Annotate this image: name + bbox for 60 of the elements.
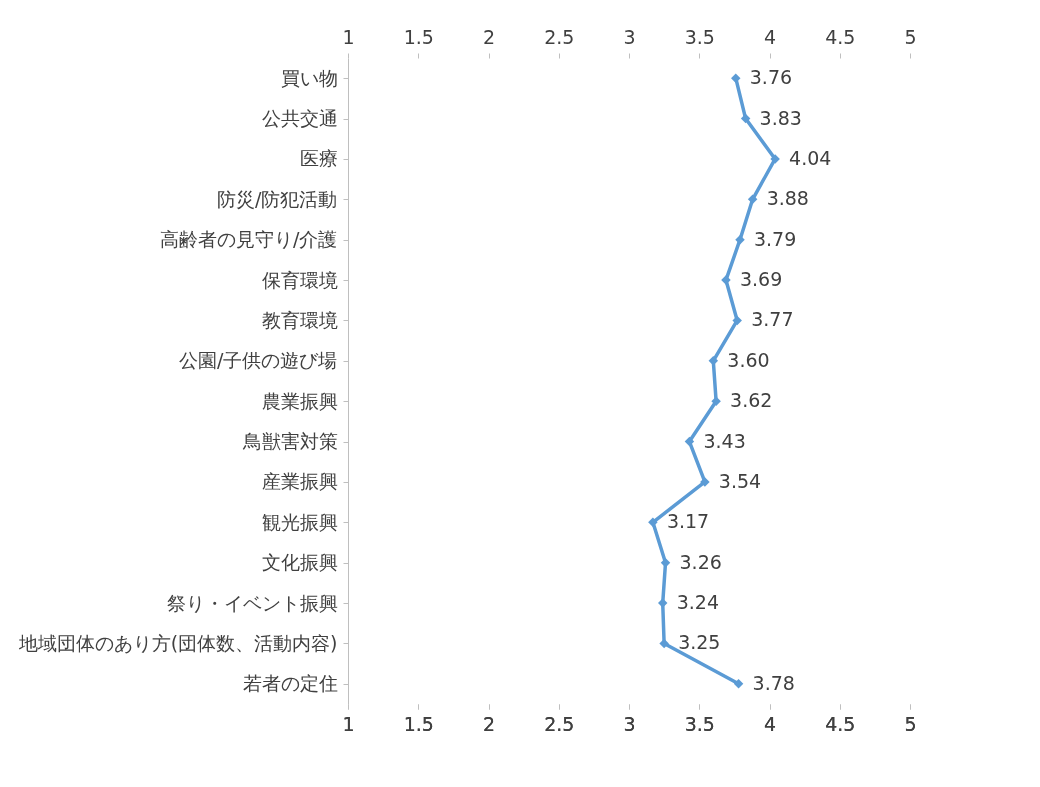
point <box>657 598 668 608</box>
data-label: 3.43 <box>703 429 746 452</box>
x-tick-label: 3.5 <box>684 712 715 735</box>
data-label: 3.76 <box>749 66 793 89</box>
point <box>732 315 742 326</box>
y-tick-label: 高齢者の見守り/介護 <box>160 228 338 251</box>
x-tick-label: 2 <box>482 712 496 735</box>
x-tick-label: 5 <box>904 712 917 735</box>
x2-tick-label: 1.5 <box>403 25 434 48</box>
data-label: 3.62 <box>730 389 773 412</box>
point <box>733 679 744 689</box>
y-tick-label: 文化振興 <box>261 551 338 574</box>
x2-tick-label: 4 <box>763 25 777 48</box>
data-label: 3.26 <box>679 550 722 573</box>
x2-tick-label: 1 <box>342 25 355 48</box>
y-tick-label: 公園/子供の遊び場 <box>179 349 338 372</box>
y-tick-label: 医療 <box>299 147 338 170</box>
y-tick-label: 観光振興 <box>261 510 338 533</box>
x2-tick-label: 3 <box>623 25 636 48</box>
x2-tick-label: 5 <box>904 25 917 48</box>
y-tick-label: 公共交通 <box>261 107 338 130</box>
data-label: 3.83 <box>759 106 802 129</box>
data-label: 3.77 <box>751 308 794 331</box>
data-label: 3.24 <box>676 591 720 614</box>
data-label: 3.69 <box>739 268 783 291</box>
y-tick-label: 防災/防犯活動 <box>217 187 338 210</box>
y-tick-label: 買い物 <box>280 66 338 89</box>
data-label: 3.17 <box>666 510 710 533</box>
point <box>747 194 758 205</box>
x2-tick-label: 2 <box>482 25 496 48</box>
x2-tick-label: 4.5 <box>825 25 856 48</box>
point <box>648 517 658 528</box>
data-label: 4.04 <box>789 146 832 169</box>
y-tick-label: 教育環境 <box>261 308 338 331</box>
data-label: 3.88 <box>766 187 809 210</box>
point <box>731 73 741 83</box>
y-tick-label: 鳥獣害対策 <box>241 430 338 453</box>
x-tick-label: 3 <box>623 712 636 735</box>
x-tick-label: 4.5 <box>825 712 856 735</box>
x2-tick-label: 2.5 <box>544 25 575 48</box>
point <box>711 396 721 406</box>
x-tick-label: 2.5 <box>544 712 575 735</box>
data-label: 3.25 <box>678 631 721 654</box>
y-tick-label: 産業振興 <box>261 470 338 493</box>
data-label: 3.78 <box>752 671 795 694</box>
x-tick-label: 1.5 <box>403 712 434 735</box>
y-tick-label: 祭り・イベント振興 <box>166 591 338 614</box>
y-tick-label: 農業振興 <box>261 389 338 412</box>
data-label: 3.60 <box>727 348 770 371</box>
x-tick-label: 4 <box>763 712 777 735</box>
y-tick-label: 地域団体のあり方(団体数、活動内容) <box>17 631 338 654</box>
point <box>684 436 695 447</box>
y-tick-label: 保育環境 <box>261 268 338 291</box>
data-label: 3.54 <box>718 469 762 492</box>
data-label: 3.79 <box>753 227 797 250</box>
x-tick-label: 1 <box>342 712 355 735</box>
point <box>735 234 745 245</box>
y-tick-label: 若者の定住 <box>242 672 338 695</box>
x2-tick-label: 3.5 <box>684 25 715 48</box>
point <box>740 113 751 124</box>
